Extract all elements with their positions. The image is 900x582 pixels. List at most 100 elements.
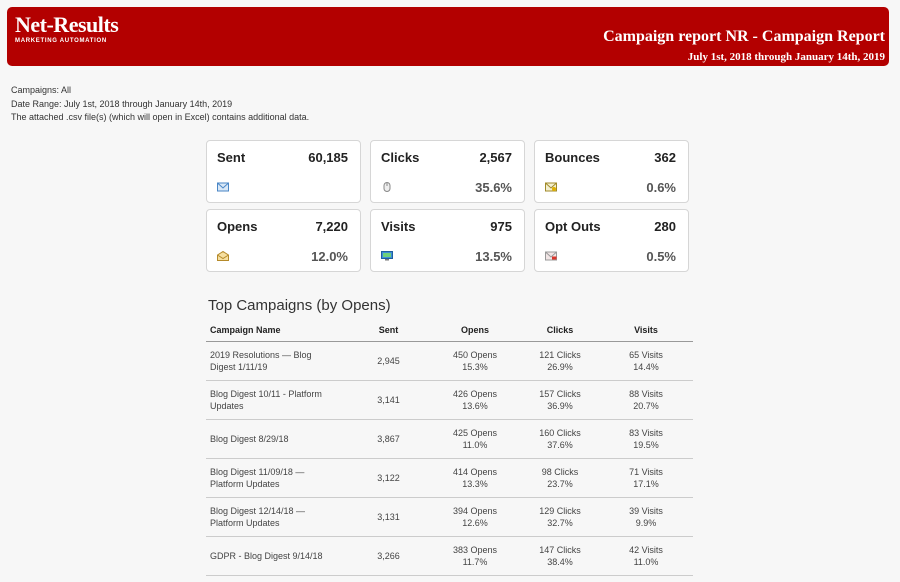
campaign-name-cell: Blog Digest 11/09/18 — Platform Updates bbox=[206, 458, 348, 498]
opens-count: 425 Opens bbox=[452, 427, 498, 438]
visits-pct: 14.4% bbox=[633, 362, 659, 372]
card-visits: Visits 975 13.5% bbox=[370, 209, 525, 272]
card-sent-label: Sent bbox=[217, 150, 246, 165]
meta-campaigns: Campaigns: All bbox=[11, 85, 72, 95]
clicks-pct: 23.7% bbox=[547, 479, 573, 489]
card-opt-outs-value: 280 bbox=[654, 219, 676, 234]
campaign-name-cell: GDPR - Blog Digest 9/14/18 bbox=[206, 536, 348, 576]
net-results-logo: Net-Results MARKETING AUTOMATION bbox=[15, 12, 119, 45]
opens-cell: 426 Opens 13.6% bbox=[429, 380, 521, 420]
campaign-name-line: 2019 Resolutions — Blog bbox=[210, 349, 312, 360]
sent-cell: 3,122 bbox=[348, 458, 429, 498]
optout-envelope-icon bbox=[545, 251, 557, 261]
visits-pct: 19.5% bbox=[633, 440, 659, 450]
table-row: GDPR - Blog Digest 9/14/18 3,266 383 Ope… bbox=[206, 536, 693, 576]
monitor-icon bbox=[381, 251, 393, 261]
report-title: Campaign report NR - Campaign Report bbox=[603, 28, 885, 45]
table-header-row: Campaign Name Sent Opens Clicks Visits bbox=[206, 318, 693, 342]
card-clicks-pct: 35.6% bbox=[475, 180, 512, 195]
clicks-cell: 157 Clicks 36.9% bbox=[521, 380, 599, 420]
table-row: Blog Digest 10/11 - Platform Updates 3,1… bbox=[206, 380, 693, 420]
opens-pct: 13.6% bbox=[462, 401, 488, 411]
opens-pct: 13.3% bbox=[462, 479, 488, 489]
table-row: 2019 Resolutions — Blog Digest 1/11/19 2… bbox=[206, 341, 693, 381]
column-header-opens: Opens bbox=[429, 318, 521, 342]
clicks-pct: 38.4% bbox=[547, 557, 573, 567]
card-clicks-label: Clicks bbox=[381, 150, 420, 165]
visits-pct: 9.9% bbox=[635, 518, 657, 528]
visits-count: 42 Visits bbox=[629, 544, 663, 555]
card-opens-pct: 12.0% bbox=[311, 249, 348, 264]
column-header-clicks: Clicks bbox=[521, 318, 599, 342]
visits-cell: 39 Visits 9.9% bbox=[599, 497, 693, 537]
campaign-name-cell: 2019 Resolutions — Blog Digest 1/11/19 bbox=[206, 341, 348, 381]
sent-cell: 3,141 bbox=[348, 380, 429, 420]
opens-pct: 15.3% bbox=[462, 362, 488, 372]
mouse-icon bbox=[383, 182, 391, 192]
visits-cell: 65 Visits 14.4% bbox=[599, 341, 693, 381]
card-opt-outs: Opt Outs 280 0.5% bbox=[534, 209, 689, 272]
visits-count: 39 Visits bbox=[629, 505, 663, 516]
clicks-count: 160 Clicks bbox=[539, 427, 581, 438]
opens-pct: 11.0% bbox=[462, 440, 488, 450]
clicks-pct: 37.6% bbox=[547, 440, 573, 450]
card-visits-pct: 13.5% bbox=[475, 249, 512, 264]
envelope-icon bbox=[217, 182, 229, 192]
clicks-count: 147 Clicks bbox=[539, 544, 581, 555]
visits-cell: 83 Visits 19.5% bbox=[599, 419, 693, 459]
clicks-pct: 32.7% bbox=[547, 518, 573, 528]
visits-count: 83 Visits bbox=[629, 427, 663, 438]
opens-count: 383 Opens bbox=[452, 544, 498, 555]
visits-pct: 17.1% bbox=[633, 479, 659, 489]
opens-count: 394 Opens bbox=[452, 505, 498, 516]
clicks-pct: 36.9% bbox=[547, 401, 573, 411]
clicks-cell: 160 Clicks 37.6% bbox=[521, 419, 599, 459]
report-meta: Campaigns: All Date Range: July 1st, 201… bbox=[11, 84, 309, 125]
sent-cell: 3,131 bbox=[348, 497, 429, 537]
card-visits-value: 975 bbox=[490, 219, 512, 234]
card-opens-label: Opens bbox=[217, 219, 258, 234]
campaign-name-line: Blog Digest 11/09/18 — bbox=[210, 466, 305, 477]
campaign-name-line: Platform Updates bbox=[210, 479, 280, 489]
clicks-count: 157 Clicks bbox=[539, 388, 581, 399]
opens-cell: 414 Opens 13.3% bbox=[429, 458, 521, 498]
opens-count: 414 Opens bbox=[452, 466, 498, 477]
clicks-cell: 121 Clicks 26.9% bbox=[521, 341, 599, 381]
clicks-count: 129 Clicks bbox=[539, 505, 581, 516]
card-bounces: Bounces 362 0.6% bbox=[534, 140, 689, 203]
campaign-name-line: Platform Updates bbox=[210, 518, 280, 528]
card-clicks-value: 2,567 bbox=[479, 150, 512, 165]
opens-cell: 394 Opens 12.6% bbox=[429, 497, 521, 537]
visits-cell: 88 Visits 20.7% bbox=[599, 380, 693, 420]
table-row: Blog Digest 12/14/18 — Platform Updates … bbox=[206, 497, 693, 537]
open-envelope-icon bbox=[217, 251, 229, 261]
top-campaigns-title: Top Campaigns (by Opens) bbox=[208, 297, 391, 314]
visits-pct: 20.7% bbox=[633, 401, 659, 411]
campaign-name-cell: Blog Digest 10/11 - Platform Updates bbox=[206, 380, 348, 420]
opens-pct: 11.7% bbox=[462, 557, 488, 567]
opens-count: 426 Opens bbox=[452, 388, 498, 399]
bounce-envelope-icon bbox=[545, 182, 557, 192]
card-sent: Sent 60,185 bbox=[206, 140, 361, 203]
logo-tagline: MARKETING AUTOMATION bbox=[15, 38, 107, 44]
visits-cell: 42 Visits 11.0% bbox=[599, 536, 693, 576]
logo-wordmark: Net-Results bbox=[15, 12, 119, 37]
card-opens-value: 7,220 bbox=[315, 219, 348, 234]
column-header-visits: Visits bbox=[599, 318, 693, 342]
sent-cell: 3,867 bbox=[348, 419, 429, 459]
column-header-sent: Sent bbox=[348, 318, 429, 342]
card-visits-label: Visits bbox=[381, 219, 416, 234]
campaign-name-line: Blog Digest 12/14/18 — bbox=[210, 505, 306, 516]
column-header-campaign-name: Campaign Name bbox=[206, 318, 348, 342]
clicks-pct: 26.9% bbox=[547, 362, 573, 372]
card-bounces-pct: 0.6% bbox=[646, 180, 676, 195]
clicks-count: 98 Clicks bbox=[541, 466, 579, 477]
report-date-range: July 1st, 2018 through January 14th, 201… bbox=[687, 51, 885, 63]
meta-attachment-note: The attached .csv file(s) (which will op… bbox=[11, 112, 310, 122]
opens-count: 450 Opens bbox=[452, 349, 498, 360]
campaign-name-line: Blog Digest 10/11 - Platform bbox=[210, 388, 322, 399]
sent-cell: 2,945 bbox=[348, 341, 429, 381]
visits-count: 65 Visits bbox=[629, 349, 663, 360]
opens-cell: 425 Opens 11.0% bbox=[429, 419, 521, 459]
visits-pct: 11.0% bbox=[633, 557, 659, 567]
